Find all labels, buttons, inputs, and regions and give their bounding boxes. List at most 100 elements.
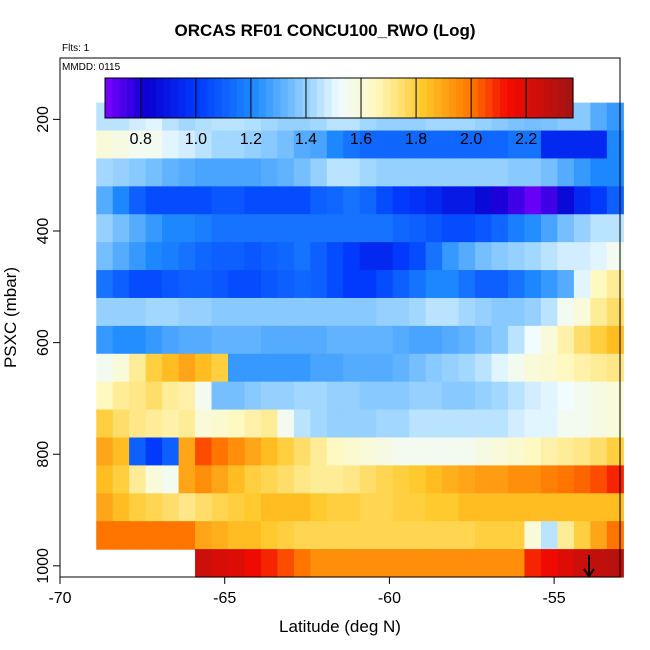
heatmap-cell [392, 214, 410, 243]
heatmap-cell [112, 242, 130, 271]
heatmap-cell [540, 158, 559, 187]
heatmap-cell [475, 270, 493, 299]
heatmap-cell [524, 242, 542, 271]
heatmap-cell [409, 437, 427, 466]
heatmap-cell [145, 297, 163, 327]
colorbar-segment [529, 78, 538, 118]
heatmap-cell [491, 521, 509, 550]
heatmap-cell [409, 493, 427, 522]
heatmap-cell [359, 242, 377, 271]
heatmap-cell [458, 437, 476, 466]
heatmap-cell [195, 409, 213, 439]
heatmap-cell [195, 186, 213, 215]
heatmap-cell [293, 353, 311, 383]
heatmap-cell [425, 130, 443, 160]
heatmap-cell [260, 130, 279, 160]
heatmap-cell [491, 130, 509, 160]
colorbar-segment [404, 78, 413, 118]
heatmap-cell [96, 186, 114, 215]
colorbar-segment [470, 78, 479, 118]
heatmap-cell [524, 409, 542, 439]
heatmap-cell [96, 270, 114, 299]
heatmap-cell [359, 325, 377, 355]
heatmap-cell [557, 325, 575, 355]
heatmap-cell [162, 270, 180, 299]
heatmap-cell [244, 493, 262, 522]
heatmap-cell [392, 270, 410, 299]
heatmap-cell [277, 186, 295, 215]
heatmap-cell [573, 186, 591, 215]
colorbar-tick-label: 1.4 [295, 131, 317, 148]
heatmap-cell [326, 353, 344, 383]
heatmap-cell [425, 381, 443, 411]
heatmap-cell [442, 186, 460, 215]
heatmap-cell [145, 381, 163, 411]
heatmap-cell [491, 214, 509, 243]
heatmap-cell [112, 521, 130, 550]
heatmap-cell [343, 549, 361, 578]
colorbar-segment [368, 78, 377, 118]
heatmap-cell [228, 521, 246, 550]
heatmap-cell [293, 409, 311, 439]
heatmap-cell [326, 130, 344, 160]
heatmap-cell [606, 270, 624, 299]
heatmap-cell [392, 521, 410, 550]
x-axis-tick-label: -55 [543, 590, 566, 607]
heatmap-cell [293, 549, 311, 578]
heatmap-cell [112, 409, 130, 439]
heatmap-cell [178, 381, 196, 411]
colorbar-segment [119, 78, 128, 118]
heatmap-cell [442, 214, 460, 243]
heatmap-cell [310, 130, 328, 160]
heatmap-cell [475, 409, 493, 439]
heatmap-cell [409, 465, 427, 494]
heatmap-cell [112, 130, 130, 160]
heatmap-cell [293, 437, 311, 466]
heatmap-cell [458, 325, 476, 355]
heatmap-cell [508, 353, 526, 383]
heatmap-cell [409, 381, 427, 411]
heatmap-cell [326, 214, 344, 243]
heatmap-cell [145, 325, 163, 355]
heatmap-cell [228, 130, 246, 160]
heatmap-cell [590, 549, 608, 578]
heatmap-cell [195, 130, 213, 160]
heatmap-cell [409, 130, 427, 160]
heatmap-cell [590, 325, 608, 355]
heatmap-cell [590, 297, 608, 327]
heatmap-cell [376, 381, 394, 411]
heatmap-cell [260, 437, 279, 466]
heatmap-cell [162, 130, 180, 160]
colorbar-segment [390, 78, 399, 118]
colorbar-segment [236, 78, 245, 118]
heatmap-cell [573, 297, 591, 327]
heatmap-cell [376, 242, 394, 271]
colorbar-segment [134, 78, 143, 118]
heatmap-cell [211, 325, 229, 355]
heatmap-cell [491, 186, 509, 215]
heatmap-cell [228, 270, 246, 299]
heatmap-cell [508, 158, 526, 187]
heatmap-cell [376, 325, 394, 355]
colorbar-segment [448, 78, 457, 118]
heatmap-cell [277, 381, 295, 411]
heatmap-cell [310, 186, 328, 215]
heatmap-cell [573, 353, 591, 383]
heatmap-cell [96, 353, 114, 383]
heatmap-cell [244, 297, 262, 327]
heatmap-cell [606, 186, 624, 215]
heatmap-cell [326, 381, 344, 411]
heatmap-cell [359, 130, 377, 160]
heatmap-cell [359, 214, 377, 243]
heatmap-cell [359, 409, 377, 439]
heatmap-cell [293, 214, 311, 243]
heatmap-cell [112, 325, 130, 355]
heatmap-cell [359, 549, 377, 578]
heatmap-cell [211, 409, 229, 439]
heatmap-cell [425, 493, 443, 522]
heatmap-cell [96, 214, 114, 243]
heatmap-cell [343, 381, 361, 411]
colorbar-segment [485, 78, 494, 118]
colorbar-segment [346, 78, 355, 118]
heatmap-cell [96, 158, 114, 187]
